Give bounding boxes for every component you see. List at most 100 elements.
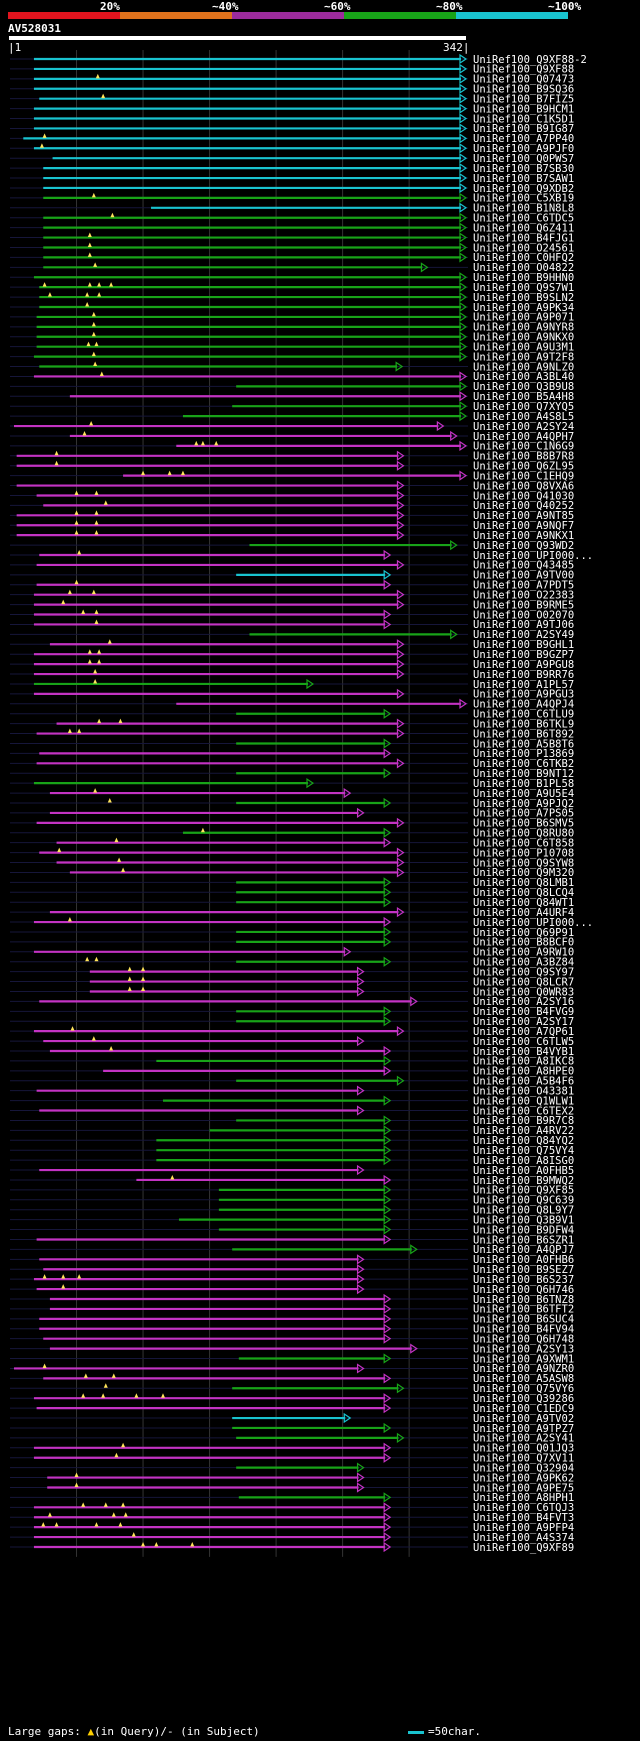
hit-arrow	[459, 311, 468, 323]
query-gap-marker	[101, 1393, 106, 1398]
hit-label: UniRef100_Q8LCR7	[473, 976, 574, 988]
query-gap-marker	[180, 470, 185, 476]
hit-arrow	[356, 1035, 365, 1047]
hit-arrow	[396, 728, 405, 739]
query-gap-marker	[127, 986, 132, 991]
hit-label: UniRef100_Q43485	[473, 560, 574, 572]
hit-arrow	[356, 1105, 365, 1116]
query-gap-marker	[42, 1274, 47, 1279]
hit-arrow	[383, 1095, 392, 1106]
hit-label: UniRef100_B7SB30	[473, 163, 574, 175]
hit-label: UniRef100_B9GZP7	[473, 649, 574, 661]
hit-label: UniRef100_C6T858	[473, 837, 574, 849]
hit-label: UniRef100_Q0PWS7	[473, 153, 574, 165]
hit-arrow	[383, 1194, 392, 1205]
hit-label: UniRef100_A9PGU8	[473, 659, 574, 671]
hit-arrow	[459, 172, 468, 184]
hit-label: UniRef100_B7FIZ5	[473, 93, 574, 105]
query-gap-marker	[103, 1502, 108, 1507]
query-gap-marker	[83, 1373, 88, 1378]
hit-label: UniRef100_C1N6G9	[473, 441, 574, 453]
hit-arrow	[396, 688, 405, 700]
query-gap-marker	[94, 1522, 99, 1527]
hit-label: UniRef100_B6S237	[473, 1274, 574, 1286]
hit-arrow	[396, 649, 405, 660]
query-gap-marker	[41, 1522, 46, 1527]
hit-arrow	[383, 1402, 392, 1414]
query-gap-marker	[91, 192, 96, 198]
legend-label-4: ~80%	[436, 0, 463, 13]
hit-label: UniRef100_B9RR76	[473, 669, 574, 681]
hit-arrow	[396, 480, 405, 491]
hit-label: UniRef100_UPI000...	[473, 550, 593, 562]
hit-arrow	[383, 609, 392, 620]
hit-label: UniRef100_B6TKL9	[473, 718, 574, 730]
hit-label: UniRef100_O04822	[473, 262, 574, 274]
hit-label: UniRef100_Q9SY97	[473, 966, 574, 978]
hit-arrow	[459, 143, 468, 154]
hit-arrow	[343, 1412, 352, 1424]
hit-arrow	[396, 847, 405, 858]
query-gap-marker	[87, 649, 92, 654]
query-gap-marker	[42, 133, 47, 138]
query-gap-marker	[54, 450, 59, 456]
hit-arrow	[383, 1512, 392, 1523]
query-gap-marker	[121, 867, 126, 872]
hit-arrow	[459, 93, 468, 104]
hit-label: UniRef100_Q9XF88	[473, 64, 574, 76]
hit-arrow	[383, 1333, 392, 1344]
hit-label: UniRef100_A9PFP4	[473, 1522, 574, 1534]
hit-arrow	[383, 1422, 392, 1434]
query-start-value: 1	[14, 41, 22, 54]
hit-label: UniRef100_C6TLW5	[473, 1036, 574, 1048]
hit-arrow	[383, 1373, 392, 1384]
query-gap-marker	[91, 351, 96, 357]
hit-label: UniRef100_B9HCM1	[473, 103, 574, 115]
query-gap-marker	[103, 500, 108, 505]
query-gap-marker	[74, 530, 79, 535]
query-gap-marker	[118, 1522, 123, 1527]
hit-label: UniRef100_A5B4F6	[473, 1076, 574, 1088]
query-gap-marker	[109, 1046, 114, 1051]
hit-arrow	[436, 420, 445, 432]
query-gap-marker	[85, 302, 90, 307]
hit-arrow	[459, 63, 468, 75]
hit-arrow	[396, 510, 405, 521]
query-gap-marker	[87, 282, 92, 287]
query-gap-marker	[95, 73, 100, 79]
query-gap-marker	[93, 669, 98, 674]
query-gap-marker	[42, 282, 47, 287]
hit-label: UniRef100_P10708	[473, 847, 574, 859]
hit-label: UniRef100_O43381	[473, 1085, 574, 1097]
hit-arrow	[459, 192, 468, 204]
hit-label: UniRef100_A7PP40	[473, 133, 574, 145]
query-gap-marker	[67, 917, 72, 922]
hit-label: UniRef100_B9RME5	[473, 599, 574, 611]
legend-label-2: ~40%	[212, 0, 239, 13]
hit-arrow	[459, 222, 468, 233]
hit-label: UniRef100_C6TEX2	[473, 1105, 574, 1117]
query-gap-marker	[101, 93, 106, 99]
hit-arrow	[396, 520, 405, 531]
query-gap-marker	[103, 1383, 108, 1388]
hit-label: UniRef100_B6SUC4	[473, 1314, 574, 1326]
hit-arrow	[383, 1145, 392, 1156]
hit-label: UniRef100_Q8L9Y7	[473, 1205, 574, 1217]
hit-label: UniRef100_A9XWM1	[473, 1353, 574, 1365]
query-gap-marker	[114, 837, 119, 843]
hit-arrow	[459, 470, 468, 481]
hit-arrow	[383, 837, 392, 848]
hit-arrow	[450, 539, 458, 551]
query-gap-marker	[81, 1502, 86, 1507]
query-gap-marker	[200, 827, 205, 833]
query-gap-marker	[81, 1393, 86, 1398]
identity-legend: 20% ~40% ~60% ~80% ~100%	[8, 0, 581, 20]
hit-arrow	[356, 986, 365, 997]
hit-arrow	[459, 103, 468, 114]
hit-label: UniRef100_A7PDT5	[473, 580, 574, 592]
query-gap-marker	[94, 341, 99, 347]
hit-label: UniRef100_A9PJQ2	[473, 798, 574, 810]
hit-arrow	[410, 1244, 418, 1255]
hit-label: UniRef100_Q8LCQ4	[473, 887, 574, 899]
query-gap-marker	[94, 956, 99, 962]
